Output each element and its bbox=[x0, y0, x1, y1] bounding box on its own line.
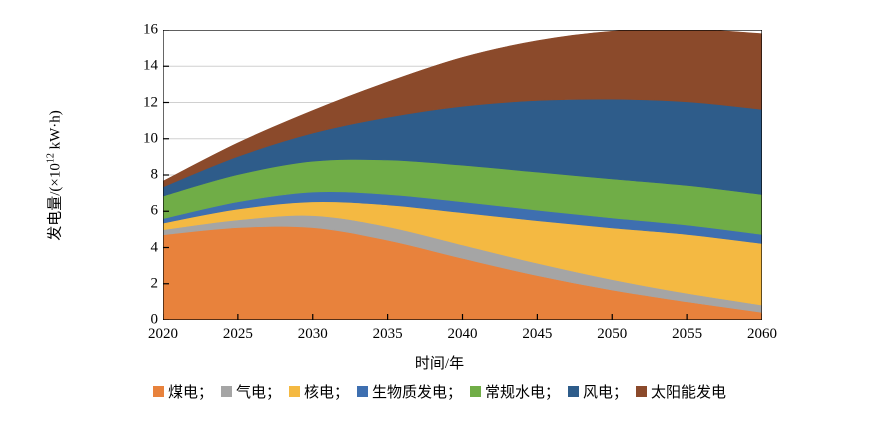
x-tick-label: 2020 bbox=[148, 326, 178, 342]
x-tick-label: 2055 bbox=[672, 326, 703, 342]
y-tick-label: 12 bbox=[143, 94, 158, 110]
legend-item-2[interactable]: 气电； bbox=[220, 381, 281, 402]
legend-label: 太阳能发电 bbox=[651, 385, 727, 401]
legend-swatch-icon bbox=[636, 386, 648, 397]
area-band-7 bbox=[163, 30, 762, 188]
y-tick-label: 6 bbox=[150, 202, 159, 219]
y-axis-label-exponent: 12 bbox=[45, 153, 57, 164]
legend-swatch-icon bbox=[152, 386, 164, 397]
y-axis-tick-labels: 0 2 4 6 8 10 12 14 16 bbox=[113, 0, 158, 427]
x-tick-label: 2030 bbox=[297, 326, 328, 342]
y-tick-label: 0 bbox=[150, 311, 159, 328]
x-axis-label: 时间/年 bbox=[414, 356, 465, 372]
legend-label: 风电； bbox=[583, 385, 629, 401]
x-tick-label: 2050 bbox=[597, 326, 628, 342]
y-axis-label-prefix: 发电量/(×10 bbox=[47, 163, 64, 241]
legend-item-3[interactable]: 核电； bbox=[288, 381, 349, 402]
y-tick-label: 4 bbox=[150, 239, 159, 255]
legend-item-5[interactable]: 常规水电； bbox=[470, 381, 560, 402]
legend-swatch-icon bbox=[288, 386, 300, 397]
y-axis-label: 发电量/(×1012 kW·h) bbox=[44, 26, 65, 326]
stacked-area-svg bbox=[163, 30, 762, 320]
y-tick-label: 10 bbox=[143, 130, 158, 147]
legend-item-4[interactable]: 生物质发电； bbox=[356, 381, 462, 402]
legend-swatch-icon bbox=[356, 386, 368, 397]
legend-swatch-icon bbox=[470, 386, 481, 397]
legend-label: 煤电； bbox=[167, 385, 213, 401]
x-axis-tick-labels: 2020 2025 2030 2035 2040 2045 2050 2055 2060 bbox=[0, 326, 879, 350]
y-tick-label: 16 bbox=[143, 21, 158, 38]
legend-item-6[interactable]: 风电； bbox=[568, 381, 628, 402]
plot-area bbox=[163, 30, 762, 320]
legend-swatch-icon bbox=[220, 386, 232, 397]
x-tick-label: 2025 bbox=[222, 326, 253, 342]
x-tick-label: 2060 bbox=[747, 326, 777, 342]
x-tick-label: 2045 bbox=[522, 326, 553, 342]
legend-swatch-icon bbox=[568, 386, 580, 397]
chart-legend: 煤电； 气电； 核电； 生物质发电； 常规水电； 风电； 太阳能发电 bbox=[0, 381, 879, 402]
legend-item-7[interactable]: 太阳能发电 bbox=[636, 381, 726, 402]
y-tick-label: 8 bbox=[150, 166, 159, 183]
x-tick-label: 2035 bbox=[372, 326, 403, 342]
legend-label: 气电； bbox=[235, 385, 281, 401]
x-tick-label: 2040 bbox=[447, 326, 478, 342]
legend-item-1[interactable]: 煤电； bbox=[152, 381, 213, 402]
legend-label: 核电； bbox=[303, 385, 349, 401]
legend-label: 常规水电； bbox=[485, 385, 561, 401]
y-axis-label-suffix: kW·h) bbox=[47, 110, 64, 154]
y-tick-label: 14 bbox=[143, 57, 158, 74]
legend-label: 生物质发电； bbox=[371, 385, 462, 401]
y-tick-label: 2 bbox=[150, 275, 159, 292]
